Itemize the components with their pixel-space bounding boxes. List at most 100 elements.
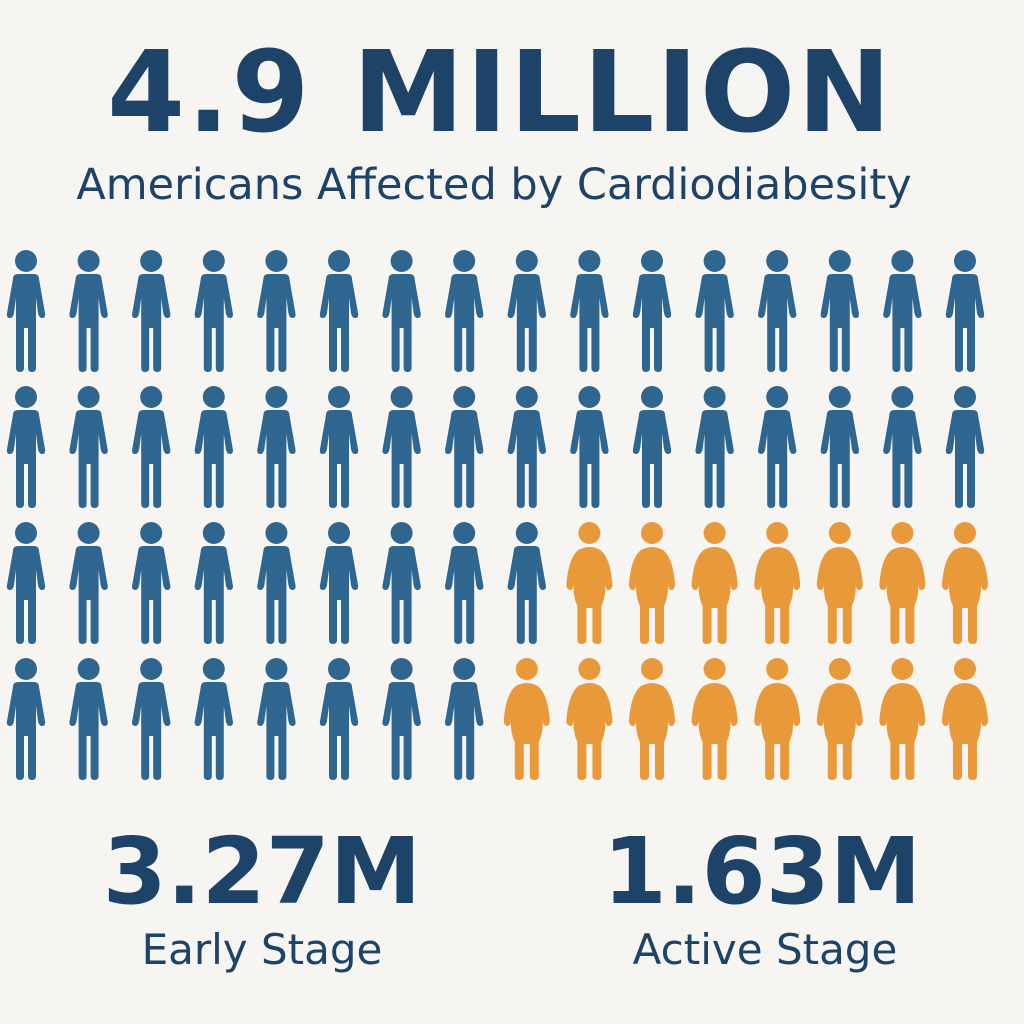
- early-stage-person-icon: [820, 250, 859, 372]
- active-stage-person-icon: [691, 522, 738, 644]
- person-head: [954, 522, 976, 544]
- person-head: [265, 386, 288, 408]
- early-stage-person-icon: [194, 522, 233, 644]
- person-body: [69, 546, 108, 644]
- person-body: [883, 274, 922, 372]
- person-body: [629, 683, 675, 780]
- person-head: [703, 250, 726, 272]
- person-head: [265, 658, 288, 680]
- person-body: [816, 547, 863, 644]
- early-stage-person-icon: [194, 250, 233, 372]
- active-stage-person-icon: [629, 658, 675, 780]
- person-body: [570, 274, 609, 372]
- early-stage-person-icon: [570, 250, 609, 372]
- person-body: [754, 547, 801, 644]
- person-head: [77, 658, 100, 680]
- person-head: [453, 386, 476, 408]
- early-stage-person-icon: [132, 386, 171, 508]
- active-stage-person-icon: [816, 658, 863, 780]
- early-stage-person-icon: [883, 386, 922, 508]
- active-stage-person-icon: [629, 522, 675, 644]
- early-stage-person-icon: [382, 250, 421, 372]
- person-body: [132, 546, 171, 644]
- early-stage-person-icon: [6, 250, 46, 372]
- person-head: [77, 250, 100, 272]
- person-head: [328, 386, 350, 408]
- early-stage-person-icon: [695, 386, 734, 508]
- person-head: [140, 386, 163, 408]
- early-stage-person-icon: [257, 386, 296, 508]
- early-stage-person-icon: [6, 522, 46, 644]
- person-body: [632, 274, 672, 372]
- person-head: [891, 250, 914, 272]
- early-stage-person-icon: [507, 522, 546, 644]
- person-body: [816, 683, 863, 780]
- person-head: [77, 522, 100, 544]
- person-body: [691, 683, 738, 780]
- person-head: [515, 522, 538, 544]
- early-stage-person-icon: [632, 386, 672, 508]
- person-body: [257, 410, 296, 508]
- early-stage-person-icon: [507, 250, 546, 372]
- early-stage-person-icon: [945, 250, 985, 372]
- person-head: [202, 522, 225, 544]
- person-body: [820, 274, 859, 372]
- active-stage-person-icon: [566, 522, 613, 644]
- person-head: [828, 386, 851, 408]
- person-body: [132, 274, 171, 372]
- early-stage-person-icon: [570, 386, 609, 508]
- person-body: [319, 274, 359, 372]
- person-head: [265, 250, 288, 272]
- person-body: [629, 547, 675, 644]
- person-head: [390, 522, 413, 544]
- early-stage-person-icon: [257, 522, 296, 644]
- early-stage-person-icon: [132, 522, 171, 644]
- person-head: [140, 250, 163, 272]
- person-body: [132, 410, 171, 508]
- early-stage-value: 3.27M: [102, 818, 422, 925]
- person-body: [695, 410, 734, 508]
- early-stage-person-icon: [445, 522, 484, 644]
- person-body: [507, 274, 546, 372]
- person-body: [257, 274, 296, 372]
- person-body: [382, 682, 421, 780]
- early-stage-person-icon: [69, 386, 108, 508]
- early-stage-person-icon: [69, 522, 108, 644]
- person-head: [202, 250, 225, 272]
- person-head: [578, 658, 601, 680]
- active-stage-person-icon: [942, 522, 988, 644]
- person-head: [15, 658, 37, 680]
- person-head: [202, 386, 225, 408]
- person-head: [828, 250, 851, 272]
- person-body: [6, 410, 46, 508]
- early-stage-person-icon: [632, 250, 672, 372]
- person-head: [641, 386, 663, 408]
- person-body: [945, 410, 985, 508]
- person-body: [69, 682, 108, 780]
- person-body: [942, 547, 988, 644]
- person-body: [820, 410, 859, 508]
- early-stage-person-icon: [319, 250, 359, 372]
- person-body: [507, 410, 546, 508]
- person-body: [632, 410, 672, 508]
- person-body: [194, 274, 233, 372]
- person-body: [194, 682, 233, 780]
- early-stage-person-icon: [883, 250, 922, 372]
- person-head: [328, 250, 350, 272]
- person-head: [15, 386, 37, 408]
- early-stage-person-icon: [319, 658, 359, 780]
- person-body: [566, 683, 613, 780]
- early-stage-person-icon: [445, 250, 484, 372]
- person-head: [578, 522, 601, 544]
- subtitle: Americans Affected by Cardiodiabesity: [76, 160, 912, 210]
- early-stage-person-icon: [257, 658, 296, 780]
- person-head: [328, 522, 350, 544]
- person-body: [758, 410, 797, 508]
- person-body: [194, 546, 233, 644]
- person-body: [69, 410, 108, 508]
- person-head: [641, 522, 663, 544]
- person-head: [328, 658, 350, 680]
- person-head: [703, 658, 726, 680]
- person-head: [515, 386, 538, 408]
- headline: 4.9 MILLION: [107, 28, 893, 158]
